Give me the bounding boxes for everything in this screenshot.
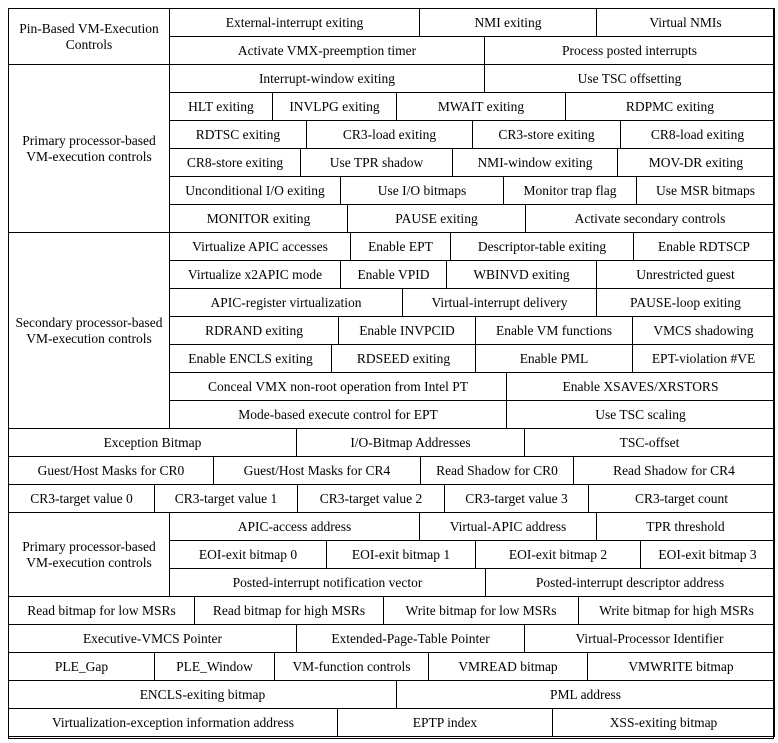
field-cell-external-interrupt-exiting: External-interrupt exiting xyxy=(169,8,420,37)
field-cell-eoi-exit-bitmap-1: EOI-exit bitmap 1 xyxy=(326,540,476,569)
field-cell-cr8-load-exiting: CR8-load exiting xyxy=(620,120,775,149)
field-cell-cr8-store-exiting: CR8-store exiting xyxy=(169,148,301,177)
field-cell-cr3-target-value-1: CR3-target value 1 xyxy=(154,484,298,513)
field-cell-extended-page-table-pointer: Extended-Page-Table Pointer xyxy=(296,624,525,653)
field-cell-write-bitmap-for-low-msrs: Write bitmap for low MSRs xyxy=(383,596,579,625)
field-cell-use-tsc-offsetting: Use TSC offsetting xyxy=(484,64,775,93)
field-cell-unrestricted-guest: Unrestricted guest xyxy=(596,260,775,289)
field-cell-virtual-nmis: Virtual NMIs xyxy=(596,8,775,37)
field-cell-activate-vmx-preemption-timer: Activate VMX-preemption timer xyxy=(169,36,485,65)
field-cell-posted-interrupt-descriptor-address: Posted-interrupt descriptor address xyxy=(485,568,775,597)
field-cell-tsc-offset: TSC-offset xyxy=(524,428,775,457)
field-cell-eoi-exit-bitmap-0: EOI-exit bitmap 0 xyxy=(169,540,327,569)
field-cell-virtual-processor-identifier: Virtual-Processor Identifier xyxy=(524,624,775,653)
field-cell-pause-loop-exiting: PAUSE-loop exiting xyxy=(596,288,775,317)
field-cell-eptp-index: EPTP index xyxy=(337,708,553,737)
field-cell-write-bitmap-for-high-msrs: Write bitmap for high MSRs xyxy=(578,596,775,625)
field-cell-cr3-target-value-3: CR3-target value 3 xyxy=(444,484,589,513)
field-cell-exception-bitmap: Exception Bitmap xyxy=(8,428,297,457)
field-cell-eoi-exit-bitmap-3: EOI-exit bitmap 3 xyxy=(640,540,775,569)
field-cell-cr3-store-exiting: CR3-store exiting xyxy=(472,120,621,149)
field-cell-xss-exiting-bitmap: XSS-exiting bitmap xyxy=(552,708,775,737)
field-cell-invlpg-exiting: INVLPG exiting xyxy=(272,92,397,121)
field-cell-ept-violation-ve: EPT-violation #VE xyxy=(632,344,775,373)
field-cell-enable-encls-exiting: Enable ENCLS exiting xyxy=(169,344,332,373)
section-label-primary-controls: Primary processor-based VM-execution con… xyxy=(8,64,170,233)
field-cell-virtualize-apic-accesses: Virtualize APIC accesses xyxy=(169,232,351,261)
field-cell-mov-dr-exiting: MOV-DR exiting xyxy=(617,148,775,177)
field-cell-ple-window: PLE_Window xyxy=(154,652,275,681)
field-cell-process-posted-interrupts: Process posted interrupts xyxy=(484,36,775,65)
field-cell-monitor-exiting: MONITOR exiting xyxy=(169,204,348,233)
field-cell-wbinvd-exiting: WBINVD exiting xyxy=(446,260,597,289)
field-cell-vmwrite-bitmap: VMWRITE bitmap xyxy=(587,652,775,681)
field-cell-rdseed-exiting: RDSEED exiting xyxy=(331,344,476,373)
field-cell-rdrand-exiting: RDRAND exiting xyxy=(169,316,339,345)
field-cell-pml-address: PML address xyxy=(396,680,775,709)
field-cell-mode-based-execute-control-for-ept: Mode-based execute control for EPT xyxy=(169,400,507,429)
field-cell-posted-interrupt-notification-vector: Posted-interrupt notification vector xyxy=(169,568,486,597)
field-cell-apic-access-address: APIC-access address xyxy=(169,512,420,541)
field-cell-cr3-target-count: CR3-target count xyxy=(588,484,775,513)
field-cell-rdtsc-exiting: RDTSC exiting xyxy=(169,120,307,149)
section-label-pin-based: Pin-Based VM-Execution Controls xyxy=(8,8,170,65)
field-cell-cr3-target-value-0: CR3-target value 0 xyxy=(8,484,155,513)
field-cell-vmread-bitmap: VMREAD bitmap xyxy=(428,652,588,681)
field-cell-virtualization-exception-information-address: Virtualization-exception information add… xyxy=(8,708,338,737)
field-cell-nmi-window-exiting: NMI-window exiting xyxy=(452,148,618,177)
field-cell-enable-ept: Enable EPT xyxy=(350,232,451,261)
field-cell-activate-secondary-controls: Activate secondary controls xyxy=(525,204,775,233)
field-cell-use-msr-bitmaps: Use MSR bitmaps xyxy=(636,176,775,205)
field-cell-unconditional-i-o-exiting: Unconditional I/O exiting xyxy=(169,176,341,205)
field-cell-use-i-o-bitmaps: Use I/O bitmaps xyxy=(340,176,504,205)
field-cell-enable-vm-functions: Enable VM functions xyxy=(475,316,633,345)
field-cell-interrupt-window-exiting: Interrupt-window exiting xyxy=(169,64,485,93)
field-cell-mwait-exiting: MWAIT exiting xyxy=(396,92,566,121)
field-cell-read-bitmap-for-low-msrs: Read bitmap for low MSRs xyxy=(8,596,195,625)
section-label-primary-fields: Primary processor-based VM-execution con… xyxy=(8,512,170,597)
field-cell-eoi-exit-bitmap-2: EOI-exit bitmap 2 xyxy=(475,540,641,569)
field-cell-read-bitmap-for-high-msrs: Read bitmap for high MSRs xyxy=(194,596,384,625)
field-cell-hlt-exiting: HLT exiting xyxy=(169,92,273,121)
field-cell-enable-invpcid: Enable INVPCID xyxy=(338,316,476,345)
field-cell-vm-function-controls: VM-function controls xyxy=(274,652,429,681)
field-cell-cr3-target-value-2: CR3-target value 2 xyxy=(297,484,445,513)
field-cell-virtual-apic-address: Virtual-APIC address xyxy=(419,512,597,541)
field-cell-guest-host-masks-for-cr4: Guest/Host Masks for CR4 xyxy=(213,456,421,485)
field-cell-vmcs-shadowing: VMCS shadowing xyxy=(632,316,775,345)
field-cell-descriptor-table-exiting: Descriptor-table exiting xyxy=(450,232,634,261)
field-cell-i-o-bitmap-addresses: I/O-Bitmap Addresses xyxy=(296,428,525,457)
field-cell-enable-vpid: Enable VPID xyxy=(340,260,447,289)
field-cell-monitor-trap-flag: Monitor trap flag xyxy=(503,176,637,205)
field-cell-executive-vmcs-pointer: Executive-VMCS Pointer xyxy=(8,624,297,653)
field-cell-read-shadow-for-cr4: Read Shadow for CR4 xyxy=(573,456,775,485)
field-cell-use-tsc-scaling: Use TSC scaling xyxy=(506,400,775,429)
field-cell-ple-gap: PLE_Gap xyxy=(8,652,155,681)
field-cell-tpr-threshold: TPR threshold xyxy=(596,512,775,541)
field-cell-enable-rdtscp: Enable RDTSCP xyxy=(633,232,775,261)
field-cell-nmi-exiting: NMI exiting xyxy=(419,8,597,37)
field-cell-virtualize-x2apic-mode: Virtualize x2APIC mode xyxy=(169,260,341,289)
field-cell-guest-host-masks-for-cr0: Guest/Host Masks for CR0 xyxy=(8,456,214,485)
field-cell-enable-xsaves-xrstors: Enable XSAVES/XRSTORS xyxy=(506,372,775,401)
field-cell-rdpmc-exiting: RDPMC exiting xyxy=(565,92,775,121)
field-cell-read-shadow-for-cr0: Read Shadow for CR0 xyxy=(420,456,574,485)
section-label-secondary-controls: Secondary processor-based VM-execution c… xyxy=(8,232,170,429)
field-cell-conceal-vmx-non-root-operation-from-intel-pt: Conceal VMX non-root operation from Inte… xyxy=(169,372,507,401)
field-cell-enable-pml: Enable PML xyxy=(475,344,633,373)
field-cell-cr3-load-exiting: CR3-load exiting xyxy=(306,120,473,149)
field-cell-pause-exiting: PAUSE exiting xyxy=(347,204,526,233)
field-cell-virtual-interrupt-delivery: Virtual-interrupt delivery xyxy=(402,288,597,317)
field-cell-use-tpr-shadow: Use TPR shadow xyxy=(300,148,453,177)
field-cell-encls-exiting-bitmap: ENCLS-exiting bitmap xyxy=(8,680,397,709)
field-cell-apic-register-virtualization: APIC-register virtualization xyxy=(169,288,403,317)
